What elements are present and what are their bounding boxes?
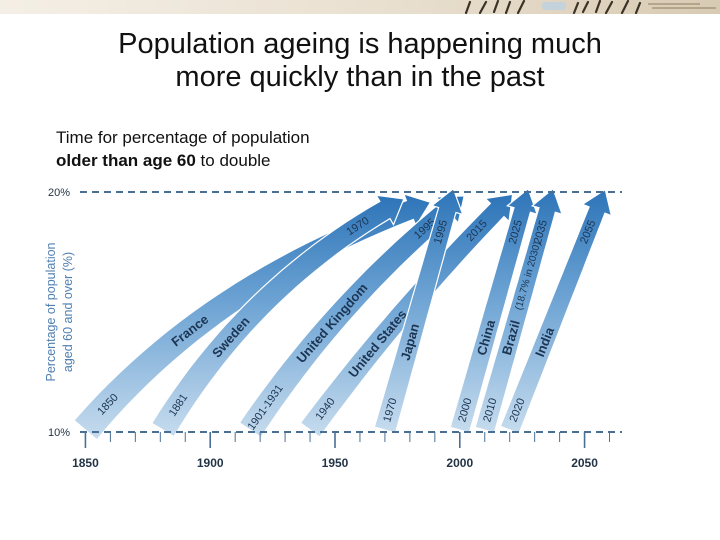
y-tick-label-20: 20% — [48, 187, 70, 199]
decorative-script-marks — [464, 0, 716, 14]
chart-subtitle-line-1: Time for percentage of population — [56, 128, 310, 147]
arrow-shape-japan — [373, 187, 464, 434]
y-axis-title-line-2: aged 60 and over (%) — [61, 252, 75, 372]
chart-subtitle: Time for percentage of population older … — [56, 126, 310, 172]
arrows-layer: 1850France19801881Sweden19701901-1931Uni… — [73, 187, 613, 441]
gridlines — [80, 191, 622, 433]
chart-subtitle-line-2: older than age 60 to double — [56, 151, 271, 170]
x-tick-label-1950: 1950 — [322, 456, 349, 470]
x-axis: 1850 1900 1950 2000 2050 — [72, 432, 611, 470]
slide-title-line-2: more quickly than in the past — [175, 61, 545, 93]
arrow-shape-china — [449, 187, 539, 434]
subtitle-emphasis: older than age 60 — [56, 151, 196, 170]
decorative-header-strip — [0, 0, 720, 14]
x-tick-label-1850: 1850 — [72, 456, 99, 470]
slide-title: Population ageing is happening much more… — [0, 28, 720, 94]
y-axis-title-line-1: Percentage of population — [44, 242, 58, 381]
x-tick-label-1900: 1900 — [197, 456, 224, 470]
arrow-shape-brazil — [474, 187, 563, 434]
y-axis: 10% 20% Percentage of population aged 60 an… — [44, 187, 75, 439]
arrow-shape-sweden — [150, 194, 405, 438]
slide-title-line-1: Population ageing is happening much — [118, 28, 602, 60]
y-tick-label-10: 10% — [48, 427, 70, 439]
x-tick-label-2050: 2050 — [571, 456, 598, 470]
x-tick-label-2000: 2000 — [446, 456, 473, 470]
arrow-shape-india — [499, 188, 613, 435]
